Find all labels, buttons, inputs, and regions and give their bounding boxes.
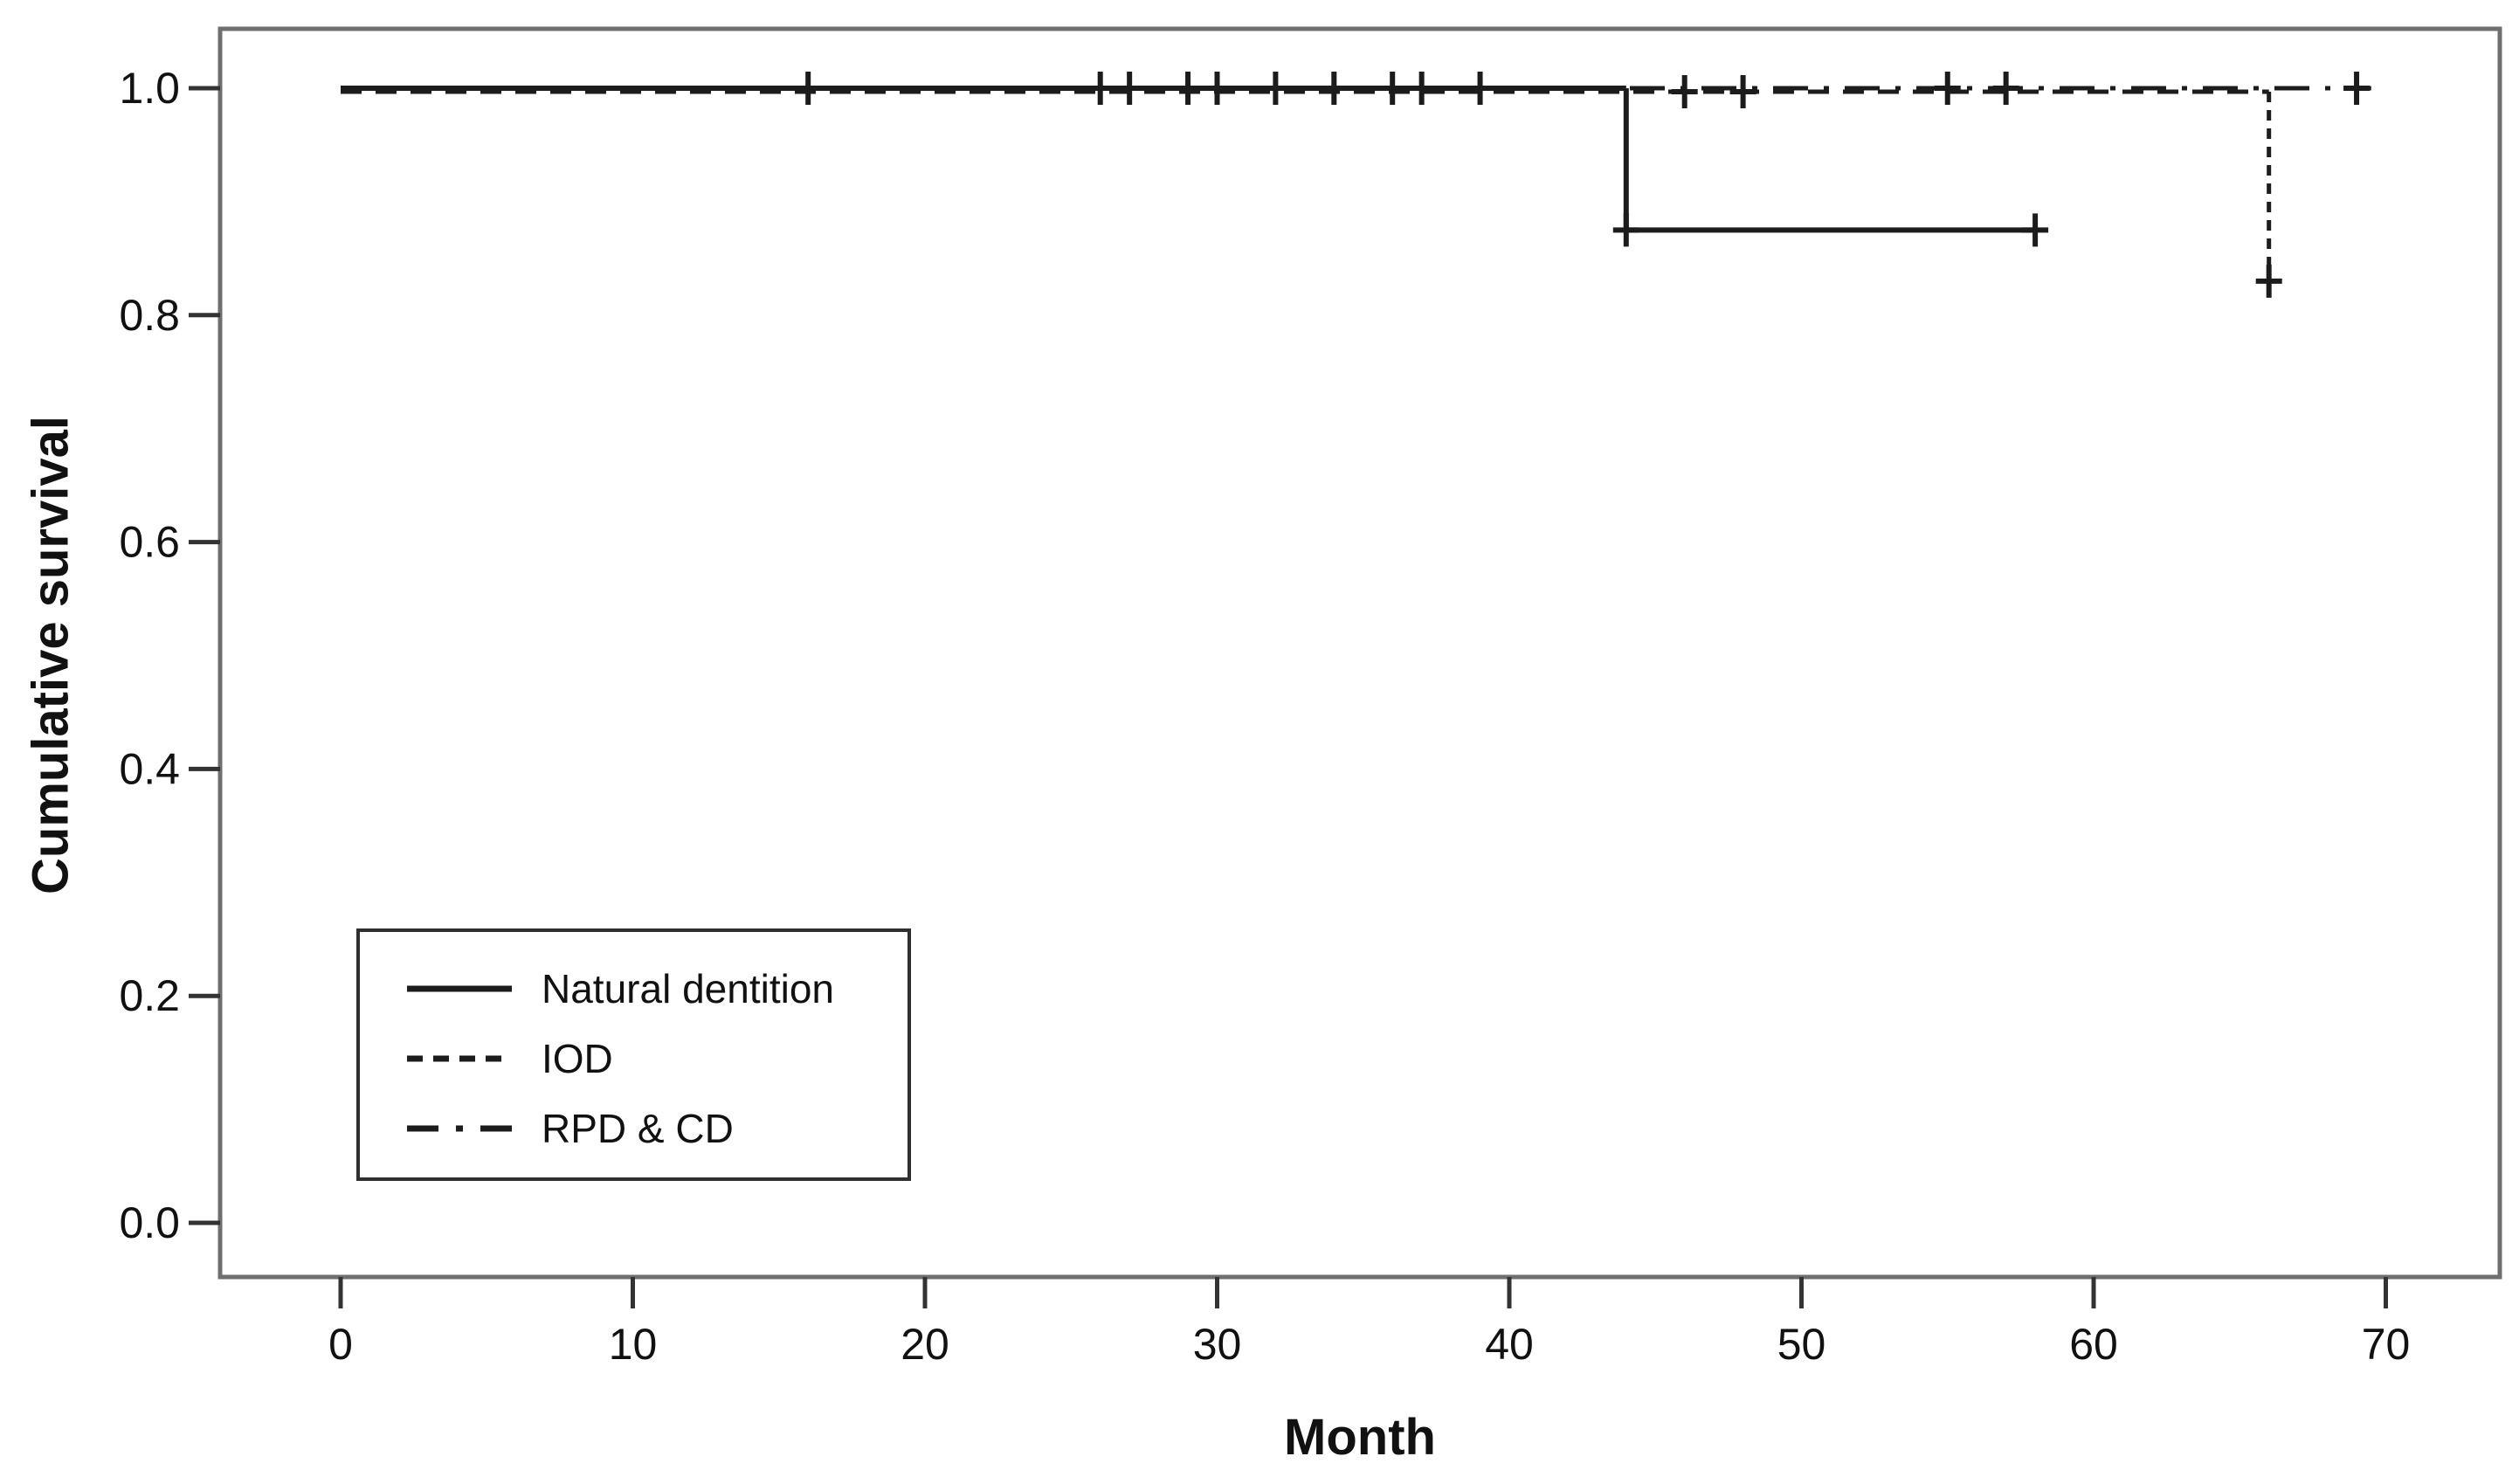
censor-mark — [1671, 75, 1698, 108]
legend-label: IOD — [542, 1036, 613, 1081]
censor-mark — [1934, 72, 1961, 105]
y-tick-label: 0.6 — [119, 518, 180, 567]
censor-mark — [1116, 72, 1143, 105]
censor-mark — [795, 72, 822, 105]
legend: Natural dentition IOD RPD & CD — [356, 928, 911, 1181]
censor-mark — [2022, 213, 2049, 247]
censor-mark — [2343, 72, 2371, 105]
x-tick-label: 50 — [1777, 1320, 1826, 1369]
y-tick-label: 0.4 — [119, 744, 180, 793]
censor-mark — [1467, 72, 1494, 105]
legend-label: RPD & CD — [542, 1106, 734, 1151]
x-tick-label: 70 — [2362, 1320, 2411, 1369]
legend-box — [356, 928, 911, 1181]
x-tick-label: 10 — [609, 1320, 658, 1369]
y-tick-label: 0.8 — [119, 291, 180, 340]
y-tick-label: 1.0 — [119, 64, 180, 113]
x-tick-label: 40 — [1485, 1320, 1534, 1369]
censor-mark — [1612, 213, 1639, 247]
censor-mark — [1321, 72, 1348, 105]
y-axis-title: Cumulative survival — [22, 416, 79, 894]
y-tick-label: 0.0 — [119, 1198, 180, 1247]
x-tick-label: 60 — [2069, 1320, 2118, 1369]
censor-mark — [1408, 72, 1435, 105]
legend-label: Natural dentition — [542, 966, 834, 1011]
x-tick-label: 20 — [901, 1320, 949, 1369]
y-tick-label: 0.2 — [119, 971, 180, 1020]
legend-item: Natural dentition — [407, 966, 834, 1011]
censor-mark — [1175, 72, 1202, 105]
censor-mark — [1729, 75, 1756, 108]
plot-frame — [217, 26, 2502, 1280]
censor-mark — [1262, 72, 1289, 105]
legend-item: RPD & CD — [407, 1106, 734, 1151]
x-tick-label: 0 — [328, 1320, 353, 1369]
x-tick-label: 30 — [1193, 1320, 1242, 1369]
censor-mark — [1992, 72, 2019, 105]
censor-mark — [1379, 72, 1406, 105]
censor-mark — [2255, 264, 2282, 298]
x-axis-title: Month — [1284, 1409, 1436, 1466]
censor-mark — [1204, 72, 1231, 105]
legend-item: IOD — [407, 1036, 613, 1081]
censor-mark — [1087, 72, 1114, 105]
